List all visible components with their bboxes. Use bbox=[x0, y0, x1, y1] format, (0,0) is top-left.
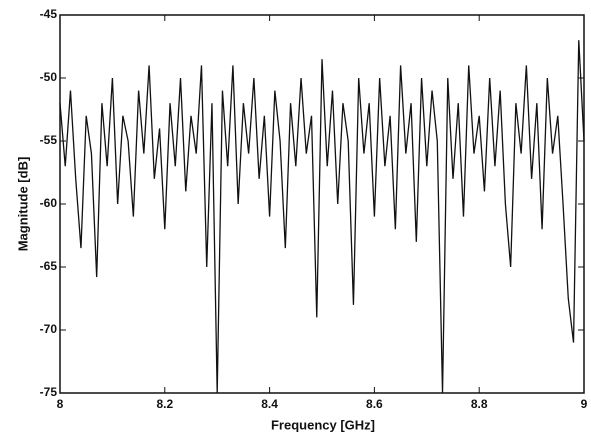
y-tick-label: -75 bbox=[40, 385, 58, 399]
y-axis-label: Magnitude [dB] bbox=[15, 157, 30, 252]
x-axis-label: Frequency [GHz] bbox=[271, 417, 375, 432]
x-tick-label: 9 bbox=[581, 397, 588, 411]
y-tick-label: -60 bbox=[40, 196, 58, 210]
x-tick-label: 8.4 bbox=[261, 397, 278, 411]
x-tick-label: 8.8 bbox=[471, 397, 488, 411]
line-series bbox=[59, 40, 585, 394]
x-tick-label: 8.2 bbox=[156, 397, 173, 411]
y-tick-label: -70 bbox=[40, 322, 58, 336]
y-tick-label: -45 bbox=[40, 7, 58, 21]
y-tick-label: -55 bbox=[40, 133, 58, 147]
y-tick-label: -65 bbox=[40, 259, 58, 273]
y-tick-label: -50 bbox=[40, 70, 58, 84]
x-tick-label: 8 bbox=[57, 397, 64, 411]
x-tick-label: 8.6 bbox=[366, 397, 383, 411]
